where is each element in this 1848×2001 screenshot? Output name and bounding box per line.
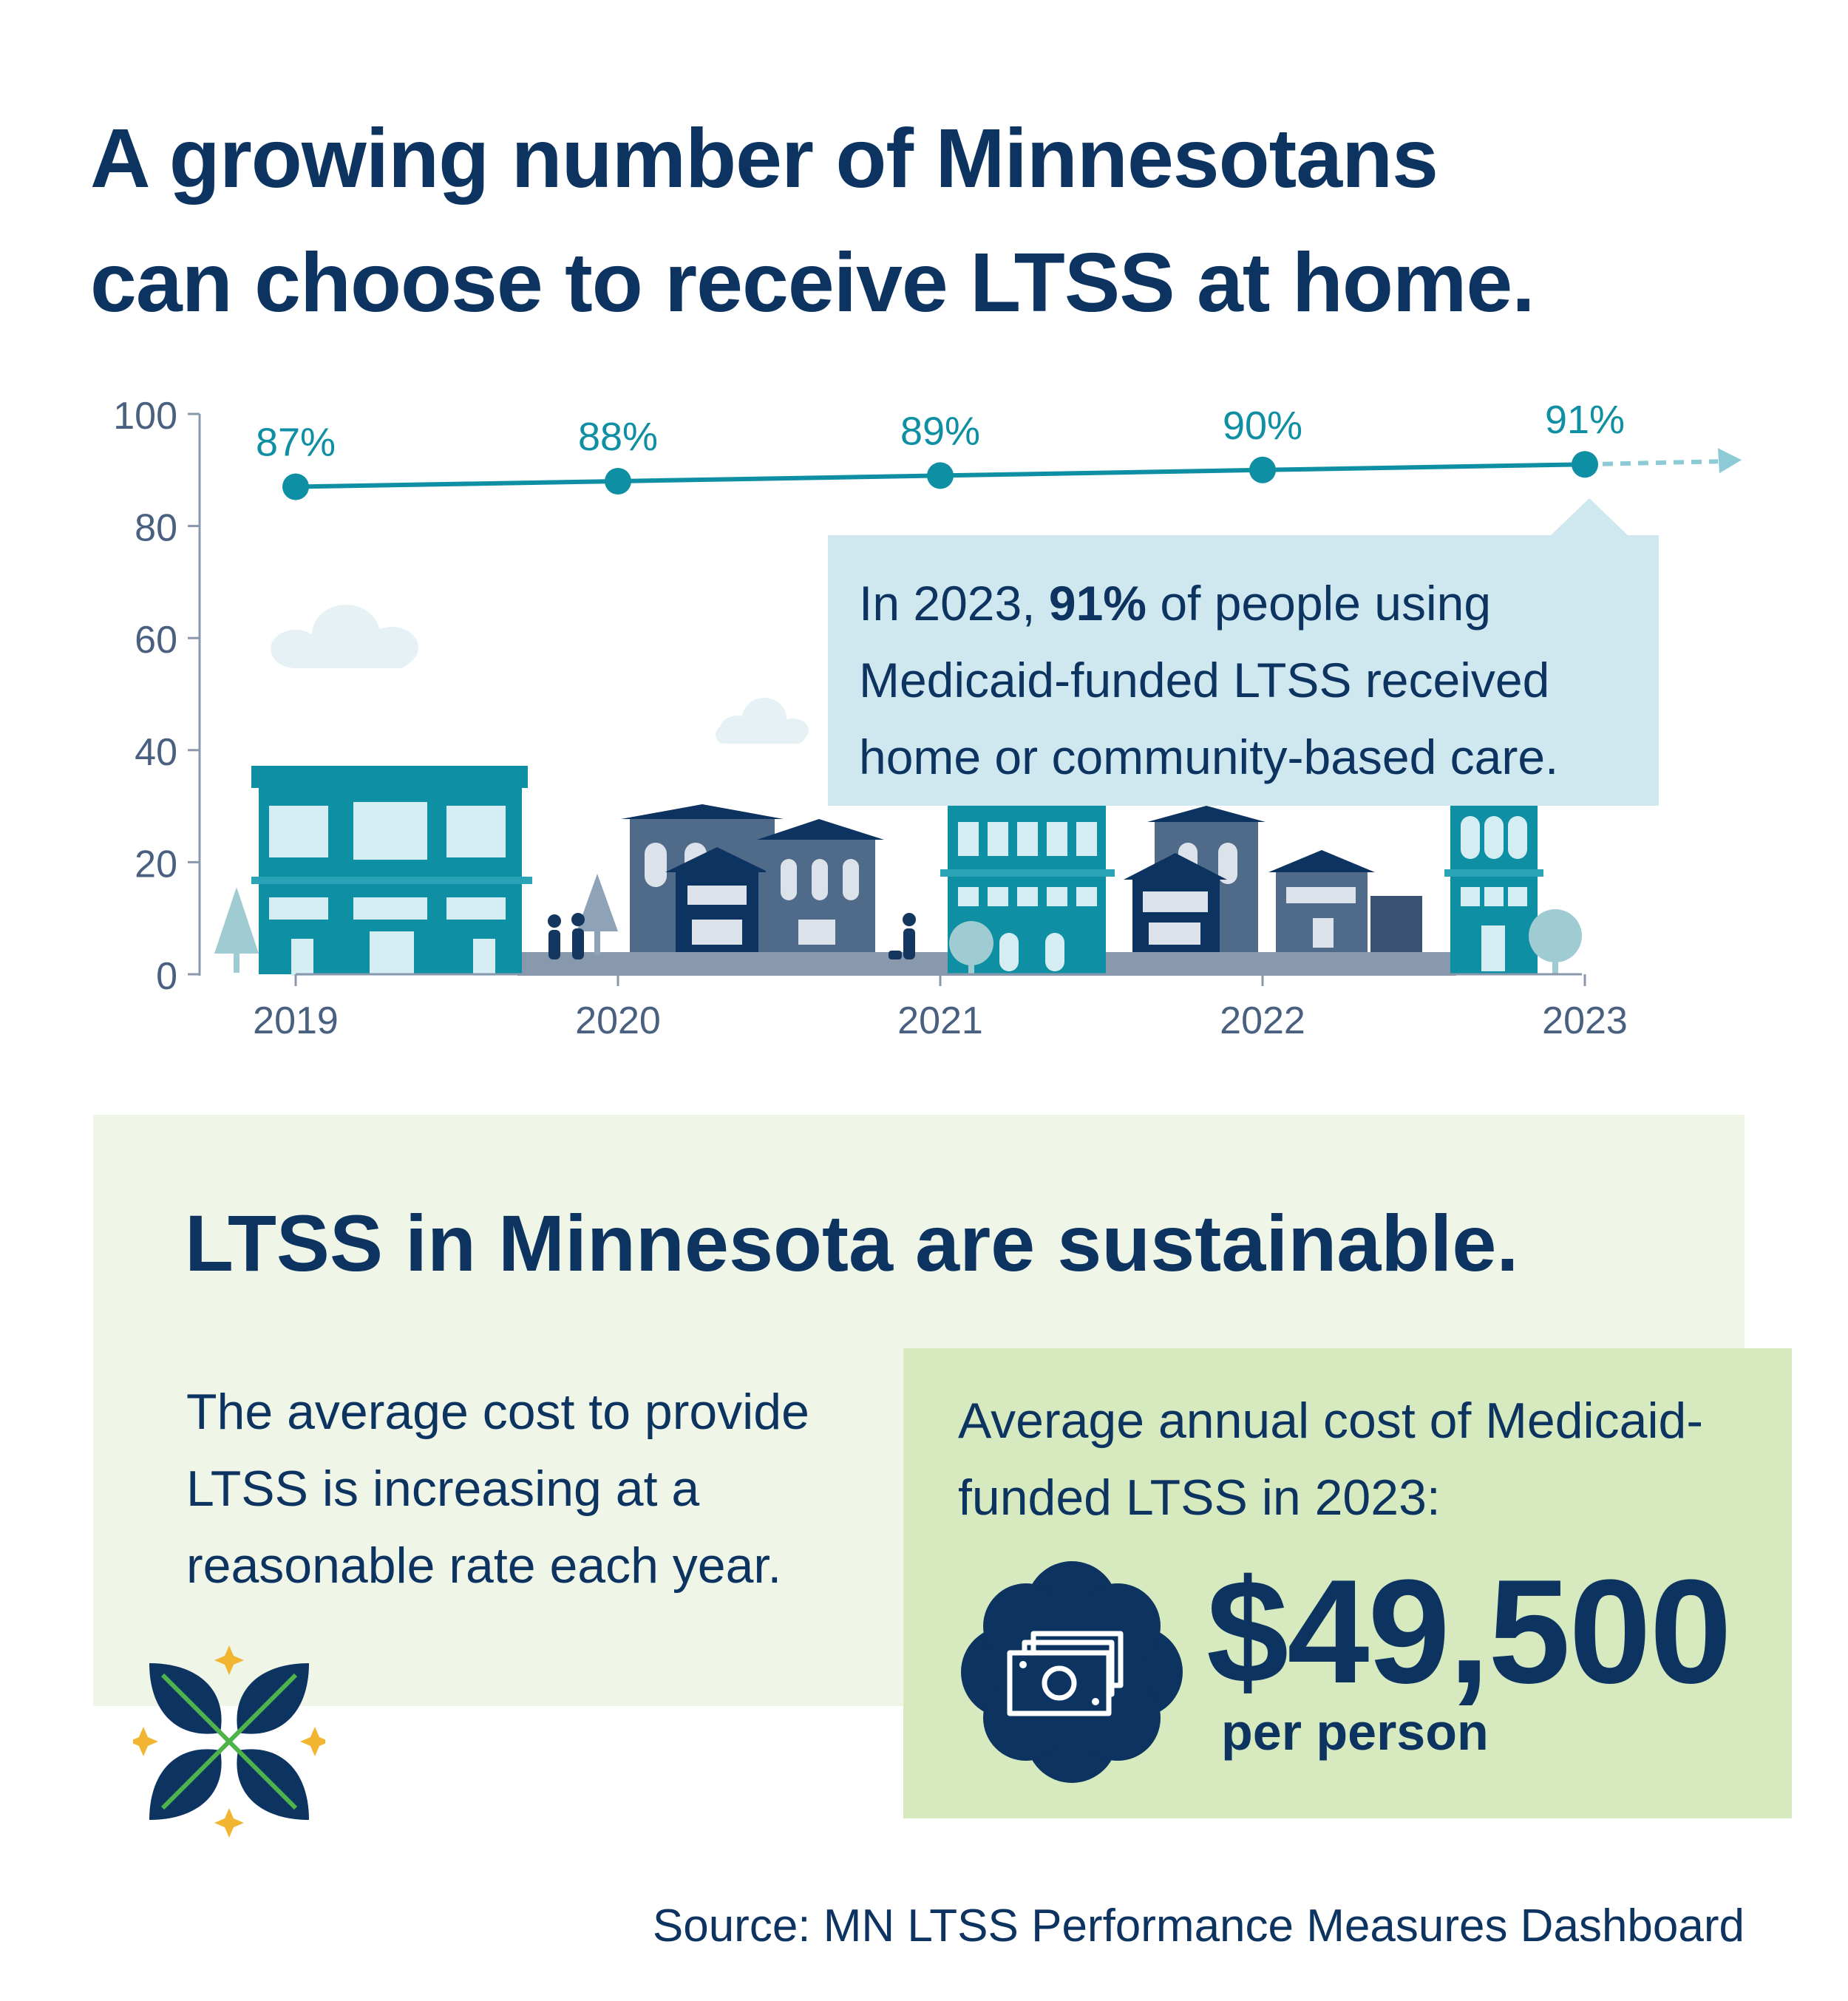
headline-line-1: A growing number of Minnesotans [90, 112, 1438, 205]
neighborhood-illustration [214, 605, 1582, 976]
pine-tree-icon [214, 887, 259, 973]
x-axis-ticks: 2019 2020 2021 2022 2023 [253, 974, 1628, 1042]
apartment-building [251, 766, 532, 976]
cloud-icon [716, 698, 809, 744]
x-tick-label: 2020 [575, 999, 661, 1042]
x-tick-label: 2021 [897, 999, 983, 1042]
y-tick-label: 80 [135, 507, 177, 550]
callout-box: In 2023, 91% of people using Medicaid-fu… [828, 535, 1659, 806]
line-chart: 0 20 40 60 80 100 2019 2020 2021 2022 2023 87% 88%… [113, 395, 1742, 1042]
y-tick-label: 0 [156, 955, 177, 998]
y-axis-ticks: 0 20 40 60 80 100 [113, 395, 200, 998]
person-with-dog-icon [889, 913, 916, 959]
cloud-icon [271, 605, 418, 668]
x-tick-label: 2023 [1542, 999, 1628, 1042]
data-label: 88% [578, 415, 658, 459]
cost-label: Average annual cost of Medicaid-funded L… [958, 1393, 1704, 1526]
trend-arrow-line [1584, 459, 1719, 467]
callout-text-pre: In 2023, [859, 576, 1049, 631]
headline: A growing number of Minnesotans can choo… [90, 96, 1790, 344]
x-tick-label: 2022 [1220, 999, 1305, 1042]
series-line: 87% 88% 89% 90% 91% [256, 398, 1742, 500]
cost-unit: per person [1221, 1703, 1489, 1761]
y-tick-label: 100 [113, 395, 177, 438]
data-point [282, 473, 309, 500]
data-point [927, 462, 954, 489]
house [1124, 853, 1227, 952]
house [757, 819, 884, 952]
headline-line-2: can choose to receive LTSS at home. [90, 236, 1535, 329]
house [665, 847, 769, 952]
section-title: LTSS in Minnesota are sustainable. [185, 1198, 1519, 1288]
section-body: The average cost to provide LTSS is incr… [186, 1384, 809, 1594]
flower-star-logo [133, 1645, 325, 1838]
data-point [1249, 456, 1276, 483]
pine-tree-icon [577, 874, 618, 955]
x-tick-label: 2019 [253, 999, 339, 1042]
callout-text-post: of people using Medicaid-funded LTSS rec… [859, 576, 1559, 784]
source-note: Source: MN LTSS Performance Measures Das… [652, 1900, 1745, 1951]
data-point [605, 467, 631, 495]
people-walking-icon [548, 913, 585, 959]
callout-highlight: 91% [1048, 576, 1146, 631]
data-label: 87% [256, 421, 336, 465]
cost-value: $49,500 [1206, 1549, 1732, 1714]
trend-arrow-head [1718, 448, 1742, 474]
y-tick-label: 60 [135, 619, 177, 662]
money-bills-icon [961, 1561, 1183, 1783]
house [1268, 850, 1422, 952]
data-point [1572, 451, 1598, 478]
data-label: 91% [1545, 398, 1625, 442]
round-tree-icon [949, 921, 993, 974]
y-tick-label: 20 [135, 843, 177, 886]
data-label: 89% [900, 409, 980, 453]
callout-pointer [1549, 498, 1629, 537]
data-label: 90% [1223, 404, 1302, 448]
round-tree-icon [1529, 909, 1582, 974]
apartment-building [940, 806, 1115, 974]
y-tick-label: 40 [135, 731, 177, 774]
apartment-building [1444, 806, 1543, 974]
